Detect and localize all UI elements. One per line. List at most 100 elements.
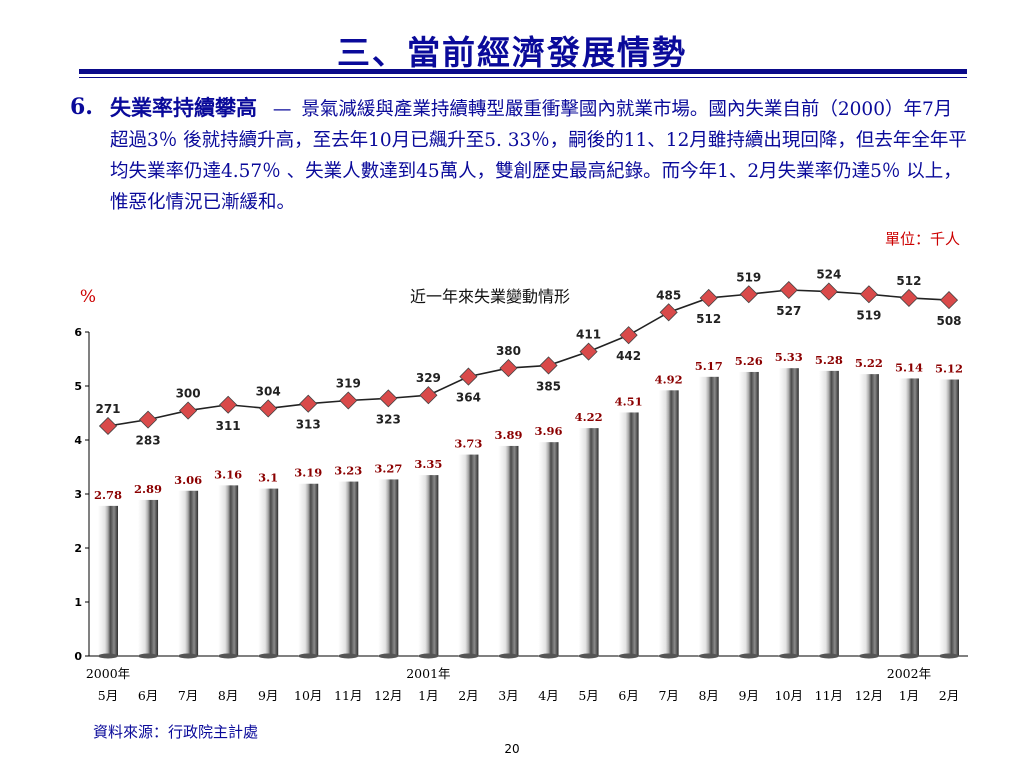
bar bbox=[778, 368, 799, 656]
bar bbox=[658, 390, 679, 656]
line-value-label: 364 bbox=[456, 391, 481, 405]
line-marker bbox=[539, 356, 558, 375]
bar bbox=[618, 412, 639, 656]
bar-base bbox=[418, 653, 439, 659]
year-label: 2001年 bbox=[406, 666, 450, 681]
title-rule-thick bbox=[79, 69, 967, 74]
line-value-label: 527 bbox=[776, 304, 801, 318]
x-tick-label: 8月 bbox=[218, 688, 238, 703]
bar-value-label: 3.27 bbox=[374, 461, 402, 475]
bar bbox=[698, 376, 719, 656]
x-tick-label: 2月 bbox=[458, 688, 478, 703]
bar bbox=[458, 454, 479, 656]
x-tick-label: 8月 bbox=[698, 688, 718, 703]
bar-value-label: 3.96 bbox=[535, 424, 563, 438]
line-value-label: 283 bbox=[136, 434, 161, 448]
line-value-label: 319 bbox=[336, 377, 361, 391]
line-value-label: 508 bbox=[936, 314, 961, 328]
line-value-label: 519 bbox=[736, 270, 761, 284]
bar bbox=[738, 371, 759, 656]
line-value-label: 271 bbox=[95, 402, 120, 416]
bar-base bbox=[618, 653, 639, 659]
x-tick-label: 7月 bbox=[658, 688, 678, 703]
line-marker bbox=[219, 395, 238, 414]
year-label: 2002年 bbox=[887, 666, 931, 681]
line-marker bbox=[779, 280, 798, 300]
bar bbox=[298, 483, 319, 656]
line-marker bbox=[138, 410, 158, 429]
x-tick-label: 4月 bbox=[538, 688, 558, 703]
bar-value-label: 5.12 bbox=[935, 362, 963, 376]
x-tick-label: 3月 bbox=[498, 688, 518, 703]
bar-base bbox=[378, 653, 399, 659]
bar bbox=[818, 370, 839, 656]
x-tick-label: 9月 bbox=[739, 688, 759, 703]
y-tick-label: 1 bbox=[74, 596, 82, 609]
x-tick-label: 1月 bbox=[899, 688, 919, 703]
bar-value-label: 2.78 bbox=[94, 488, 122, 502]
chart-title: 近一年來失業變動情形 bbox=[410, 287, 570, 306]
line-marker bbox=[579, 342, 598, 361]
year-label: 2000年 bbox=[86, 666, 130, 681]
line-marker bbox=[459, 367, 478, 386]
bar-base bbox=[939, 653, 959, 659]
bar-base bbox=[858, 653, 879, 659]
line-value-label: 519 bbox=[856, 308, 881, 322]
bar-value-label: 4.92 bbox=[655, 372, 683, 386]
page-number: 20 bbox=[504, 742, 520, 756]
unemployed-count-line bbox=[107, 289, 950, 427]
x-tick-label: 7月 bbox=[178, 688, 198, 703]
source-note: 資料來源：行政院主計處 bbox=[93, 723, 259, 741]
line-value-label: 300 bbox=[176, 387, 201, 401]
line-value-label: 304 bbox=[256, 384, 281, 398]
bar-value-label: 3.19 bbox=[294, 466, 322, 480]
line-marker bbox=[419, 386, 438, 405]
line-value-label: 512 bbox=[696, 312, 721, 326]
line-value-label: 313 bbox=[296, 418, 321, 432]
line-marker bbox=[739, 285, 758, 304]
bar bbox=[578, 428, 599, 656]
bar-value-label: 4.51 bbox=[615, 394, 643, 408]
y-tick-label: 2 bbox=[74, 542, 82, 555]
y-axis-unit: % bbox=[80, 287, 96, 307]
line-marker bbox=[659, 303, 678, 322]
bar-value-label: 3.23 bbox=[334, 464, 362, 478]
y-tick-label: 4 bbox=[74, 434, 82, 447]
bar-base bbox=[258, 653, 279, 659]
line-marker bbox=[499, 359, 518, 378]
x-tick-label: 9月 bbox=[258, 688, 278, 703]
line-marker bbox=[619, 326, 638, 345]
line-marker bbox=[899, 288, 919, 308]
y-tick-label: 6 bbox=[74, 326, 82, 339]
line-marker bbox=[939, 291, 959, 310]
line-value-label: 442 bbox=[616, 349, 641, 363]
bar bbox=[538, 442, 559, 656]
x-tick-label: 11月 bbox=[334, 688, 362, 703]
line-value-label: 329 bbox=[416, 371, 441, 385]
x-tick-label: 11月 bbox=[815, 688, 843, 703]
point-text: 景氣減緩與產業持續轉型嚴重衝擊國內就業市場。國內失業自前（2000）年7月超過3… bbox=[110, 99, 967, 213]
line-marker bbox=[259, 399, 278, 418]
y-tick-label: 3 bbox=[74, 488, 82, 501]
bar-value-label: 2.89 bbox=[134, 482, 162, 496]
bar-base bbox=[178, 653, 199, 659]
bar bbox=[858, 374, 879, 656]
slide-title: 三、當前經濟發展情勢 bbox=[337, 33, 687, 72]
x-tick-label: 5月 bbox=[98, 688, 118, 703]
bar bbox=[418, 475, 439, 656]
bar bbox=[338, 481, 359, 656]
bar-base bbox=[578, 653, 599, 659]
bar-value-label: 5.28 bbox=[815, 353, 843, 367]
bar-base bbox=[498, 653, 519, 659]
bar-base bbox=[218, 653, 239, 659]
title-rule-thin bbox=[79, 77, 967, 78]
y-tick-label: 5 bbox=[74, 380, 82, 393]
bar-value-label: 3.16 bbox=[214, 467, 242, 481]
bar bbox=[498, 445, 519, 656]
bar bbox=[98, 505, 118, 656]
bar-value-label: 5.26 bbox=[735, 354, 763, 368]
bar-value-label: 4.22 bbox=[575, 410, 603, 424]
bar bbox=[218, 485, 239, 656]
line-marker bbox=[699, 288, 718, 308]
